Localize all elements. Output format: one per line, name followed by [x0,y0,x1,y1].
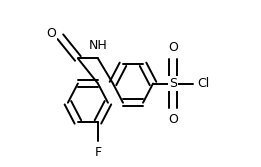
Text: NH: NH [88,39,107,52]
Text: O: O [168,113,178,126]
Text: F: F [94,146,102,159]
Text: S: S [169,77,177,90]
Text: Cl: Cl [197,77,210,90]
Text: O: O [46,27,56,40]
Text: O: O [168,41,178,54]
